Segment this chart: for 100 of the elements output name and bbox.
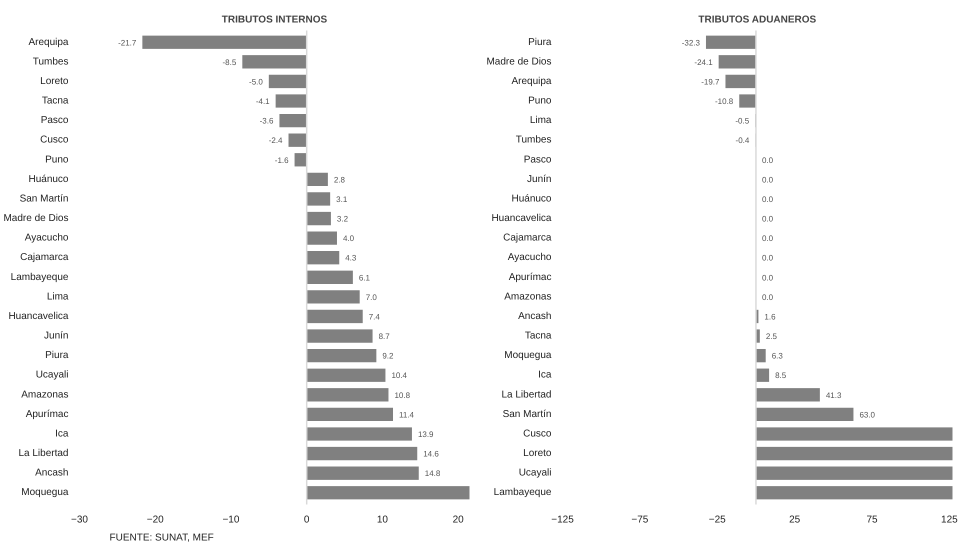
data-label: 63.0 [859,410,876,420]
y-tick-label: San Martín [20,193,69,204]
y-tick-label: Puno [45,154,69,166]
y-tick-label: Puno [528,96,552,107]
data-label: 0.0 [762,234,774,244]
data-label: 13.9 [418,430,434,439]
data-label: 0.0 [762,175,774,184]
data-label: 2.5 [766,332,778,342]
data-label: 3.1 [336,194,348,204]
y-tick-label: Huancavelica [491,213,552,224]
y-tick-label: Cusco [523,428,552,440]
y-tick-label: Huánuco [511,193,552,204]
data-label: -19.7 [701,77,720,86]
data-label: 0.0 [762,273,774,282]
data-label: -32.3 [682,38,701,48]
y-tick-label: Ucayali [518,468,552,479]
y-tick-label: Piura [45,350,69,362]
y-tick-label: Arequipa [511,76,552,87]
y-tick-label: La Libertad [501,389,552,400]
data-label: 0.0 [762,292,774,302]
data-label: 4.0 [342,234,355,244]
y-tick-label: Ayacucho [24,232,69,244]
data-label: 3.2 [336,214,349,224]
y-tick-label: Loreto [40,76,69,87]
data-label: -10.8 [715,97,734,106]
y-tick-label: San Martín [502,408,552,420]
data-label: -24.1 [694,58,714,67]
y-tick-label: Lambayeque [10,272,69,283]
data-label: 8.5 [775,371,787,380]
y-tick-label: Pasco [40,115,69,126]
y-tick-label: Ucayali [36,370,69,381]
y-tick-label: Arequipa [28,36,69,48]
chart-title: TRIBUTOS ADUANEROS [698,14,817,26]
y-tick-label: Cusco [40,134,69,146]
x-tick-label: 10 [376,514,388,526]
data-label: -2.4 [268,136,284,146]
data-label: 2.8 [334,175,346,184]
y-tick-label: Lima [530,115,552,126]
y-tick-label: Tumbes [516,134,552,146]
x-tick-label: −10 [222,514,240,526]
data-label: 11.4 [399,410,415,420]
y-tick-label: Ancash [518,310,552,322]
y-tick-label: Lambayeque [494,487,552,498]
data-label: 1.6 [764,312,776,322]
data-label: 10.8 [394,390,411,400]
y-tick-label: Ayacucho [508,252,552,264]
data-label: 0.0 [762,254,774,263]
x-tick-label: 75 [866,514,878,526]
data-label: 10.4 [391,371,408,380]
data-label: 6.1 [358,273,371,282]
y-tick-label: Amazonas [21,389,69,400]
x-tick-label: −125 [551,514,574,526]
y-tick-label: Amazonas [504,291,552,302]
y-tick-label: Piura [528,36,552,48]
y-tick-label: Ica [55,428,69,440]
y-tick-label: Madre de Dios [3,213,68,224]
data-label: 8.7 [378,332,390,342]
y-tick-label: Huancavelica [8,310,69,322]
y-tick-label: Junín [44,330,69,342]
x-tick-label: 25 [789,514,801,526]
y-tick-label: Huánuco [28,174,69,185]
x-tick-label: −20 [146,514,164,526]
data-label: -4.1 [256,97,270,106]
y-tick-label: Lima [46,291,69,302]
data-label: -5.0 [249,77,264,86]
x-tick-label: 0 [304,514,310,526]
x-tick-label: −25 [708,514,726,526]
x-tick-label: −75 [631,514,649,526]
data-label: 0.0 [762,214,774,224]
y-tick-label: Tumbes [32,56,69,68]
y-tick-label: Apurímac [26,408,69,420]
data-label: 9.2 [382,352,394,361]
data-label: 6.3 [772,352,784,361]
x-tick-label: −30 [71,514,88,526]
y-tick-label: Apurímac [508,272,552,283]
data-label: -21.7 [118,38,137,48]
data-label: -3.6 [260,116,274,126]
x-tick-label: 125 [941,514,958,526]
source-note: FUENTE: SUNAT, MEF [110,532,214,544]
chart-title: TRIBUTOS INTERNOS [222,14,328,26]
y-tick-label: La Libertad [18,448,69,460]
y-tick-label: Pasco [524,154,552,166]
y-tick-label: Ica [538,370,552,381]
y-tick-label: Tacna [524,330,552,342]
y-tick-label: Tacna [42,96,69,107]
y-tick-label: Loreto [523,448,552,460]
y-tick-label: Ancash [35,468,69,479]
data-label: -0.5 [735,116,750,126]
data-label: -8.5 [222,58,237,67]
data-label: 14.6 [423,450,440,459]
y-tick-label: Madre de Dios [486,56,552,68]
data-label: -0.4 [736,136,750,146]
data-label: 7.4 [368,312,380,322]
data-label: 4.3 [345,254,357,263]
data-label: 41.3 [826,390,842,400]
y-tick-label: Cajamarca [503,232,552,244]
data-label: 7.0 [366,292,378,302]
y-tick-label: Moquegua [504,350,552,362]
data-label: 0.0 [762,194,774,204]
data-label: -1.6 [274,156,290,165]
